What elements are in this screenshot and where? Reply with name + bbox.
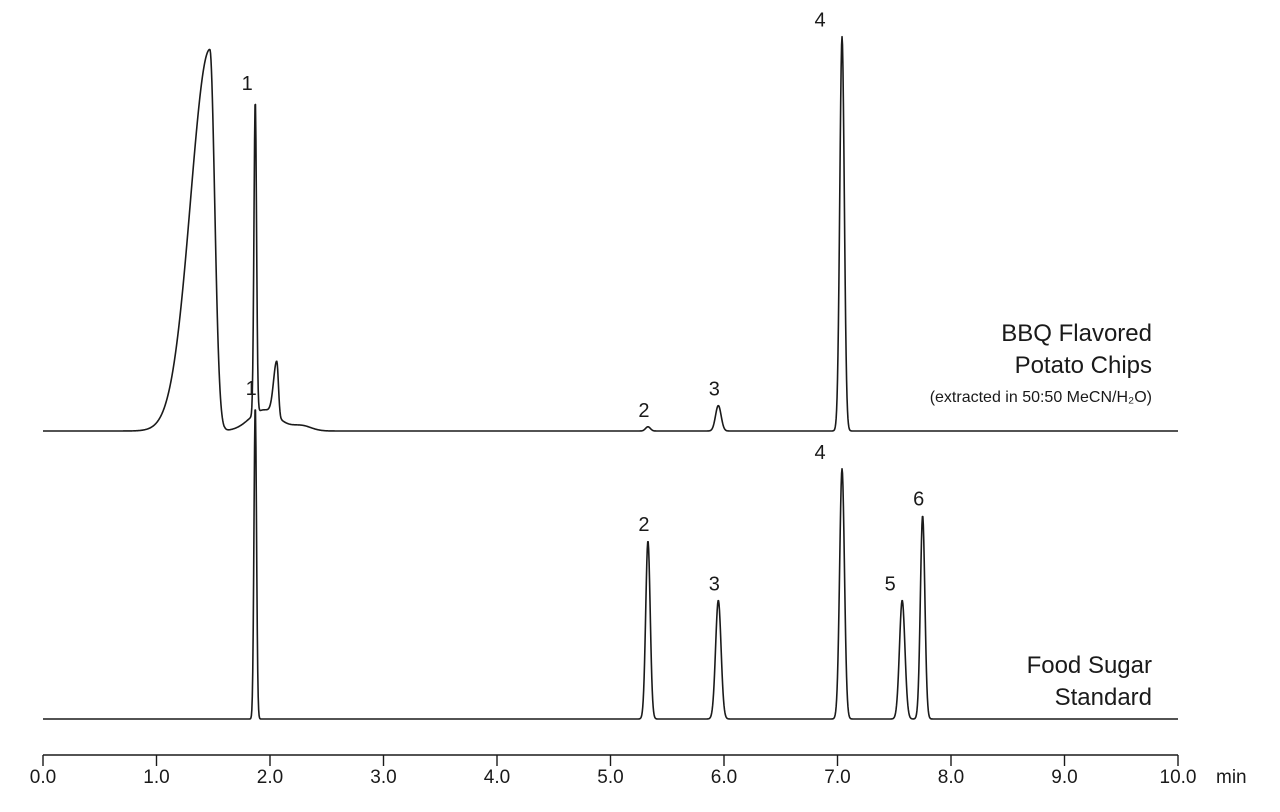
bbq-trace-title-line-1: BBQ Flavored (1001, 320, 1152, 347)
peak-label: 4 (814, 442, 825, 464)
standard-trace-label: Food Sugar Standard (1027, 652, 1152, 711)
x-tick-label: 5.0 (597, 767, 623, 788)
x-tick-label: 4.0 (484, 767, 510, 788)
x-tick-label: 7.0 (824, 767, 850, 788)
x-axis-unit-label: min (1216, 767, 1247, 788)
peak-label: 5 (885, 573, 896, 595)
peak-label: 4 (814, 10, 825, 32)
peak-label: 3 (709, 573, 720, 595)
peak-label: 2 (638, 514, 649, 536)
food-sugar-standard-trace (42, 409, 1179, 720)
peak-labels-layer: 1 2 3 4 1 2 3 4 5 6 (242, 10, 925, 596)
bbq-trace-label: BBQ Flavored Potato Chips (extracted in … (930, 320, 1152, 406)
x-tick-label: 2.0 (257, 767, 283, 788)
bbq-trace-note: (extracted in 50:50 MeCN/H₂O) (930, 389, 1152, 406)
standard-trace-title-line-1: Food Sugar (1027, 652, 1152, 679)
x-axis-ticks: 0.0 1.0 2.0 3.0 4.0 5.0 6.0 7.0 8.0 9.0 10.0 (30, 755, 1197, 788)
x-tick-label: 0.0 (30, 767, 56, 788)
x-axis: 0.0 1.0 2.0 3.0 4.0 5.0 6.0 7.0 8.0 9.0 10.0 min (30, 754, 1247, 788)
traces-layer (42, 35, 1179, 720)
x-tick-label: 1.0 (143, 767, 169, 788)
bbq-trace-title-line-2: Potato Chips (1015, 352, 1152, 379)
x-tick-label: 3.0 (370, 767, 396, 788)
x-tick-label: 9.0 (1051, 767, 1077, 788)
x-tick-label: 6.0 (711, 767, 737, 788)
peak-label: 1 (246, 378, 257, 400)
standard-trace-title-line-2: Standard (1055, 684, 1152, 711)
bbq-chips-trace (42, 35, 1179, 432)
peak-label: 1 (242, 73, 253, 95)
peak-label: 3 (709, 379, 720, 401)
peak-label: 6 (913, 488, 924, 510)
x-tick-label: 10.0 (1160, 767, 1197, 788)
x-tick-label: 8.0 (938, 767, 964, 788)
peak-label: 2 (638, 400, 649, 422)
